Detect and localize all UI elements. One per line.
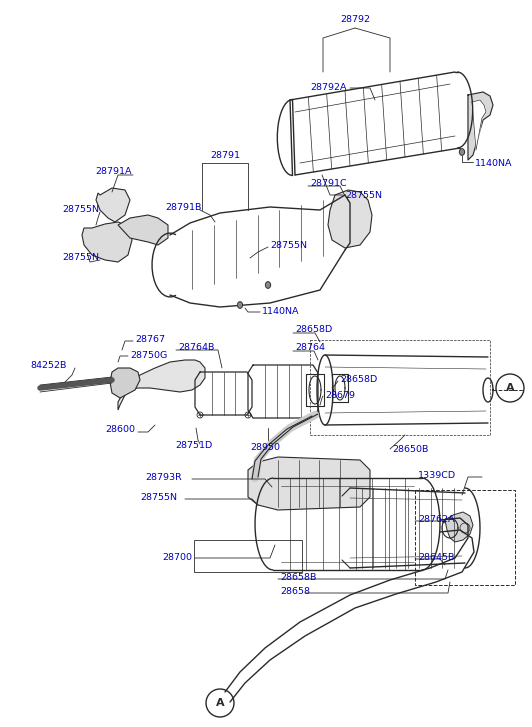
Text: 28658D: 28658D [295, 326, 332, 334]
Polygon shape [237, 302, 243, 308]
Text: 1339CD: 1339CD [418, 470, 456, 480]
Polygon shape [328, 190, 372, 248]
Text: 28755N: 28755N [62, 254, 99, 262]
Text: 28645B: 28645B [418, 553, 454, 563]
Text: 28658B: 28658B [280, 574, 317, 582]
Text: 1140NA: 1140NA [475, 158, 512, 167]
Text: 28600: 28600 [105, 425, 135, 435]
Text: 28791B: 28791B [165, 204, 202, 212]
Polygon shape [468, 92, 493, 160]
Text: 28764: 28764 [295, 343, 325, 353]
Polygon shape [265, 282, 270, 288]
Text: 28793R: 28793R [145, 473, 182, 483]
Polygon shape [118, 360, 205, 410]
Text: 28658D: 28658D [340, 376, 377, 385]
Polygon shape [96, 188, 130, 222]
Polygon shape [110, 368, 140, 398]
Text: 28767: 28767 [135, 335, 165, 345]
Text: 28762A: 28762A [418, 515, 454, 524]
Polygon shape [118, 215, 168, 245]
Text: 28764B: 28764B [178, 343, 214, 353]
Text: 28792A: 28792A [310, 84, 346, 92]
Text: 28679: 28679 [325, 390, 355, 400]
Text: 84252B: 84252B [30, 361, 66, 369]
Polygon shape [248, 457, 370, 510]
Polygon shape [460, 149, 464, 156]
Text: 28950: 28950 [250, 443, 280, 452]
Text: 28650B: 28650B [392, 446, 428, 454]
Text: 28751D: 28751D [175, 441, 212, 449]
Text: 28755N: 28755N [345, 190, 382, 199]
Bar [415, 490, 515, 585]
Text: 28755N: 28755N [140, 494, 177, 502]
Text: 28755N: 28755N [62, 206, 99, 214]
Polygon shape [445, 512, 473, 542]
Bar [194, 540, 302, 572]
Text: 1140NA: 1140NA [262, 308, 300, 316]
Text: 28792: 28792 [340, 15, 370, 25]
Text: 28750G: 28750G [130, 350, 167, 359]
Polygon shape [82, 222, 132, 262]
Text: 28791A: 28791A [95, 167, 131, 177]
Text: A: A [215, 698, 225, 708]
Text: A: A [506, 383, 514, 393]
Polygon shape [472, 100, 486, 150]
Text: 28791C: 28791C [310, 179, 347, 188]
Text: 28791: 28791 [210, 150, 240, 159]
Text: 28755N: 28755N [270, 241, 307, 249]
Text: 28658: 28658 [280, 587, 310, 596]
Text: 28700: 28700 [162, 553, 192, 563]
